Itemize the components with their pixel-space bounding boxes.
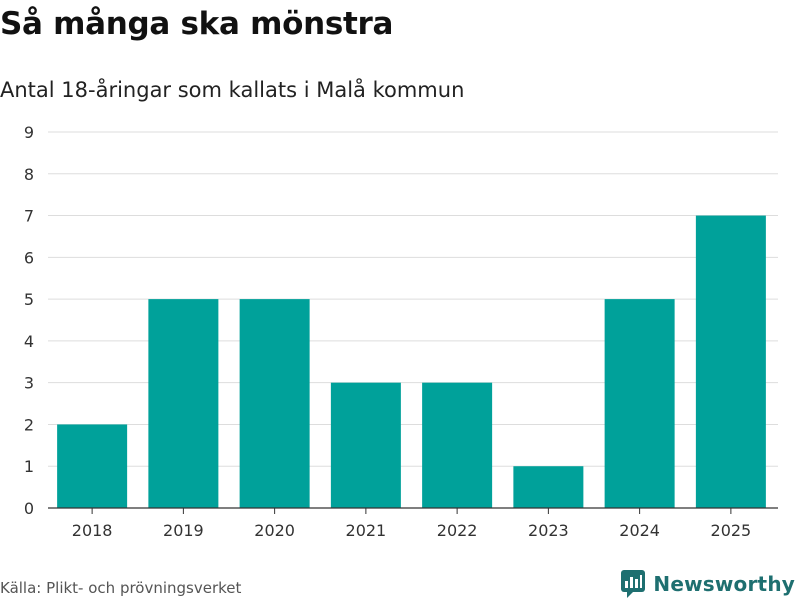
bar-2019	[148, 299, 219, 508]
chart-subtitle: Antal 18-åringar som kallats i Malå komm…	[0, 78, 465, 102]
x-tick-label: 2020	[254, 521, 295, 540]
x-tick-label: 2019	[163, 521, 204, 540]
y-tick-label: 0	[24, 499, 34, 518]
y-tick-label: 3	[24, 374, 34, 393]
y-tick-label: 1	[24, 457, 34, 476]
bar-2022	[422, 382, 493, 508]
x-tick-label: 2023	[528, 521, 569, 540]
y-tick-label: 7	[24, 207, 34, 226]
bar-2024	[604, 299, 675, 508]
brand-logo[interactable]: Newsworthy	[621, 570, 795, 598]
bar-2023	[513, 466, 584, 508]
y-tick-label: 5	[24, 290, 34, 309]
x-tick-label: 2025	[711, 521, 752, 540]
bars	[57, 215, 766, 509]
chart-title: Så många ska mönstra	[0, 6, 394, 42]
y-tick-label: 6	[24, 248, 34, 267]
x-tick-label: 2021	[346, 521, 387, 540]
source-note: Källa: Plikt- och prövningsverket	[0, 579, 242, 597]
brand-name: Newsworthy	[653, 572, 795, 596]
y-tick-label: 8	[24, 165, 34, 184]
bar-2018	[57, 424, 128, 508]
y-tick-label: 2	[24, 415, 34, 434]
bar-2025	[695, 215, 766, 509]
axes: 0 1 2 3 4 5 6 7 8 9 2018 2019 2020 2021 2022 2023 2024 20…	[24, 123, 778, 540]
bar-2021	[330, 382, 401, 508]
y-tick-label: 4	[24, 332, 34, 351]
x-tick-label: 2022	[437, 521, 478, 540]
newsworthy-chart-bubble-icon	[621, 570, 646, 598]
x-tick-label: 2018	[72, 521, 113, 540]
y-tick-label: 9	[24, 123, 34, 142]
x-tick-label: 2024	[619, 521, 660, 540]
bar-2020	[239, 299, 310, 508]
